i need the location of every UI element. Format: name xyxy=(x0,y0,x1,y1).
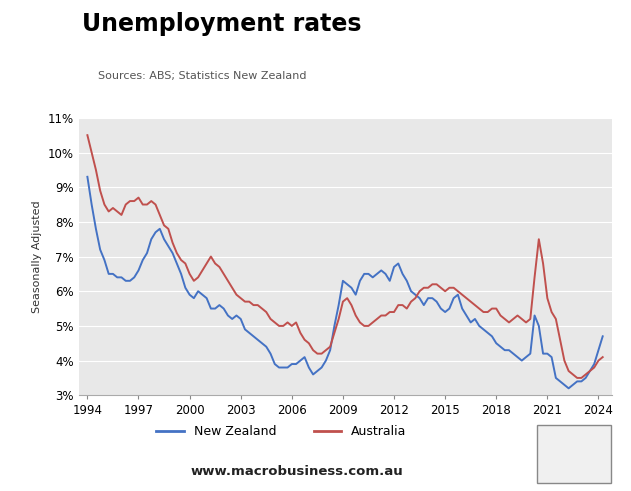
Legend: New Zealand, Australia: New Zealand, Australia xyxy=(151,420,411,443)
FancyBboxPatch shape xyxy=(537,425,611,483)
Text: MACRO: MACRO xyxy=(521,31,584,46)
Text: BUSINESS: BUSINESS xyxy=(518,69,587,82)
Text: Unemployment rates: Unemployment rates xyxy=(82,12,362,36)
Y-axis label: Seasonally Adjusted: Seasonally Adjusted xyxy=(32,200,42,313)
Text: www.macrobusiness.com.au: www.macrobusiness.com.au xyxy=(190,465,403,478)
Text: Sources: ABS; Statistics New Zealand: Sources: ABS; Statistics New Zealand xyxy=(98,71,306,81)
